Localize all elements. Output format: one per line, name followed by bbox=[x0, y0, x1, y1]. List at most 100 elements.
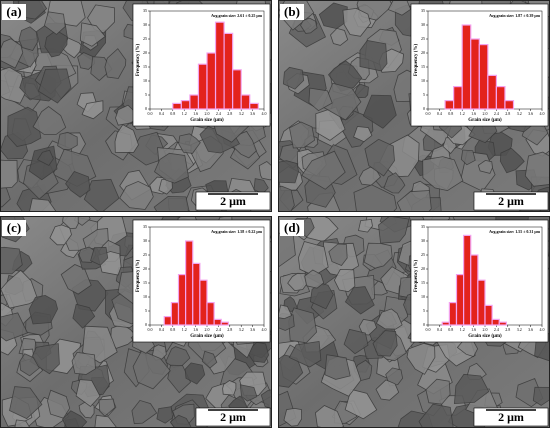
grain bbox=[425, 378, 451, 405]
annotation: Avg.grain size: 2.61 ± 0.25 μm bbox=[211, 13, 263, 18]
bar bbox=[484, 304, 493, 326]
x-tick-label: 4.0 bbox=[262, 327, 267, 332]
x-tick-label: 1.2 bbox=[182, 111, 187, 116]
label-box bbox=[2, 4, 26, 20]
grain bbox=[19, 353, 40, 377]
x-axis-label: Grain size (μm) bbox=[468, 334, 502, 339]
panel-border bbox=[0, 216, 272, 428]
x-tick-label: 2.8 bbox=[227, 327, 232, 332]
bar bbox=[177, 273, 187, 326]
grain bbox=[28, 198, 57, 212]
grain bbox=[90, 246, 109, 266]
grain bbox=[359, 40, 388, 72]
bar bbox=[441, 321, 450, 326]
y-tick-label: 15 bbox=[143, 280, 147, 285]
panel-label: (c) bbox=[7, 220, 21, 235]
x-tick-label: 3.6 bbox=[528, 327, 533, 332]
grain bbox=[353, 184, 398, 212]
bar bbox=[455, 273, 465, 326]
grain bbox=[342, 7, 372, 37]
grain bbox=[132, 350, 171, 390]
annotation: Avg.grain size: 1.55 ± 0.31 μm bbox=[489, 229, 541, 234]
grain bbox=[372, 330, 398, 357]
x-tick-label: 3.6 bbox=[528, 111, 533, 116]
grain bbox=[278, 232, 296, 267]
y-tick-label: 10 bbox=[421, 294, 425, 299]
x-tick-label: 0.4 bbox=[159, 327, 164, 332]
bar bbox=[232, 69, 242, 110]
grain bbox=[0, 269, 39, 309]
bar bbox=[448, 301, 458, 326]
grain bbox=[283, 407, 303, 427]
grain bbox=[418, 403, 454, 428]
label-box bbox=[2, 220, 26, 236]
x-tick-label: 3.2 bbox=[517, 327, 522, 332]
grain bbox=[81, 100, 104, 120]
grain bbox=[65, 171, 91, 198]
y-tick-label: 20 bbox=[143, 50, 147, 55]
y-tick-label: 35 bbox=[143, 224, 147, 229]
scale-bar-box bbox=[195, 191, 271, 211]
bar bbox=[213, 318, 222, 326]
y-tick-label: 10 bbox=[143, 294, 147, 299]
x-tick-label: 0.0 bbox=[148, 111, 153, 116]
bar bbox=[478, 43, 489, 110]
y-axis-label: Frequency (%) bbox=[414, 260, 419, 293]
grain bbox=[115, 104, 138, 126]
bar bbox=[491, 318, 500, 326]
bar bbox=[214, 21, 225, 110]
y-tick-label: 30 bbox=[421, 238, 425, 243]
grain bbox=[178, 133, 201, 154]
grain bbox=[153, 195, 190, 212]
y-tick-label: 0 bbox=[423, 322, 425, 327]
grain bbox=[308, 87, 333, 112]
panel-label: (b) bbox=[284, 4, 300, 19]
x-tick-label: 2.4 bbox=[216, 327, 221, 332]
grain bbox=[0, 246, 23, 275]
x-tick-label: 0.4 bbox=[437, 111, 442, 116]
grain bbox=[282, 66, 305, 90]
grain bbox=[28, 294, 59, 325]
grain bbox=[82, 325, 118, 364]
grain bbox=[258, 161, 272, 181]
grain bbox=[309, 282, 334, 310]
y-tick-label: 0 bbox=[145, 322, 147, 327]
y-tick-label: 25 bbox=[143, 36, 147, 41]
y-tick-label: 0 bbox=[423, 106, 425, 111]
grain bbox=[477, 159, 494, 174]
grain bbox=[304, 269, 325, 289]
grain bbox=[364, 138, 395, 177]
grain bbox=[353, 83, 369, 99]
x-tick-label: 0.4 bbox=[437, 327, 442, 332]
y-tick-label: 5 bbox=[423, 92, 425, 97]
bar bbox=[172, 102, 182, 110]
scale-bar-label: 2 μm bbox=[498, 410, 524, 424]
grain bbox=[378, 216, 410, 244]
grain bbox=[383, 172, 406, 194]
x-tick-label: 1.2 bbox=[182, 327, 187, 332]
grain bbox=[353, 126, 373, 143]
grain bbox=[0, 38, 24, 69]
x-tick-label: 1.6 bbox=[471, 111, 476, 116]
y-tick-label: 15 bbox=[421, 280, 425, 285]
grain bbox=[131, 399, 158, 425]
panel-border bbox=[0, 0, 272, 212]
grain bbox=[278, 304, 293, 320]
y-tick-label: 20 bbox=[421, 266, 425, 271]
x-tick-label: 0.8 bbox=[170, 111, 175, 116]
grain bbox=[375, 308, 403, 330]
y-tick-label: 15 bbox=[421, 64, 425, 69]
x-axis-label: Grain size (μm) bbox=[468, 118, 502, 123]
scale-bar-label: 2 μm bbox=[498, 194, 524, 208]
bar bbox=[199, 279, 208, 326]
grain bbox=[301, 150, 346, 190]
grain bbox=[330, 27, 349, 46]
bar bbox=[180, 99, 191, 110]
bar bbox=[240, 94, 251, 110]
grain bbox=[38, 68, 72, 104]
annotation: Avg.grain size: 1.58 ± 0.22 μm bbox=[211, 229, 263, 234]
y-tick-label: 15 bbox=[143, 64, 147, 69]
bar bbox=[498, 321, 507, 326]
grain bbox=[62, 410, 88, 428]
